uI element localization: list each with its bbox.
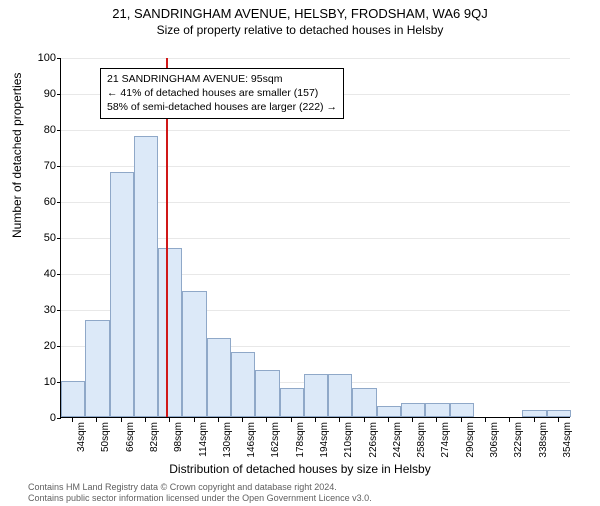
- xtick-label: 194sqm: [319, 422, 330, 458]
- ytick-label: 90: [26, 88, 56, 100]
- xtick-mark: [509, 418, 510, 422]
- annotation-line1: 21 SANDRINGHAM AVENUE: 95sqm: [107, 72, 337, 86]
- xtick-label: 66sqm: [125, 422, 136, 452]
- histogram-bar: [134, 136, 158, 417]
- xtick-mark: [412, 418, 413, 422]
- xtick-mark: [534, 418, 535, 422]
- xtick-mark: [485, 418, 486, 422]
- histogram-bar: [182, 291, 206, 417]
- footnote-line2: Contains public sector information licen…: [28, 493, 372, 504]
- xtick-mark: [315, 418, 316, 422]
- histogram-bar: [110, 172, 134, 417]
- ytick-label: 20: [26, 340, 56, 352]
- xtick-mark: [72, 418, 73, 422]
- xtick-label: 242sqm: [392, 422, 403, 458]
- xtick-mark: [194, 418, 195, 422]
- xtick-mark: [291, 418, 292, 422]
- ytick-mark: [57, 130, 61, 131]
- xtick-label: 226sqm: [368, 422, 379, 458]
- ytick-mark: [57, 346, 61, 347]
- ytick-mark: [57, 94, 61, 95]
- xtick-label: 338sqm: [538, 422, 549, 458]
- xtick-label: 290sqm: [465, 422, 476, 458]
- histogram-bar: [85, 320, 109, 417]
- xtick-mark: [339, 418, 340, 422]
- xtick-mark: [388, 418, 389, 422]
- xtick-mark: [242, 418, 243, 422]
- ytick-mark: [57, 166, 61, 167]
- histogram-bar: [352, 388, 376, 417]
- ytick-mark: [57, 58, 61, 59]
- xtick-label: 354sqm: [562, 422, 573, 458]
- chart-subtitle: Size of property relative to detached ho…: [0, 23, 600, 37]
- xtick-label: 210sqm: [343, 422, 354, 458]
- xtick-mark: [461, 418, 462, 422]
- annotation-line2: ← 41% of detached houses are smaller (15…: [107, 86, 337, 100]
- xtick-mark: [96, 418, 97, 422]
- histogram-bar: [377, 406, 401, 417]
- grid-line: [61, 58, 570, 59]
- xtick-label: 82sqm: [149, 422, 160, 452]
- histogram-bar: [158, 248, 182, 417]
- xtick-label: 178sqm: [295, 422, 306, 458]
- ytick-label: 80: [26, 124, 56, 136]
- ytick-mark: [57, 238, 61, 239]
- xtick-label: 258sqm: [416, 422, 427, 458]
- ytick-mark: [57, 274, 61, 275]
- xtick-mark: [558, 418, 559, 422]
- xtick-label: 34sqm: [76, 422, 87, 452]
- ytick-mark: [57, 418, 61, 419]
- annotation-box: 21 SANDRINGHAM AVENUE: 95sqm ← 41% of de…: [100, 68, 344, 119]
- xtick-label: 306sqm: [489, 422, 500, 458]
- ytick-mark: [57, 202, 61, 203]
- ytick-label: 40: [26, 268, 56, 280]
- ytick-label: 70: [26, 160, 56, 172]
- xtick-label: 146sqm: [246, 422, 257, 458]
- chart-area: 21 SANDRINGHAM AVENUE: 95sqm ← 41% of de…: [60, 58, 570, 418]
- ytick-label: 10: [26, 376, 56, 388]
- x-axis-label: Distribution of detached houses by size …: [0, 462, 600, 476]
- xtick-label: 274sqm: [440, 422, 451, 458]
- y-axis-label: Number of detached properties: [10, 73, 24, 238]
- histogram-bar: [255, 370, 279, 417]
- grid-line: [61, 130, 570, 131]
- xtick-mark: [266, 418, 267, 422]
- histogram-bar: [207, 338, 231, 417]
- xtick-label: 114sqm: [198, 422, 209, 457]
- xtick-mark: [364, 418, 365, 422]
- xtick-label: 130sqm: [222, 422, 233, 458]
- histogram-bar: [522, 410, 546, 417]
- ytick-label: 0: [26, 412, 56, 424]
- histogram-bar: [401, 403, 425, 417]
- ytick-label: 100: [26, 52, 56, 64]
- ytick-label: 30: [26, 304, 56, 316]
- ytick-mark: [57, 310, 61, 311]
- footnote-line1: Contains HM Land Registry data © Crown c…: [28, 482, 372, 493]
- histogram-bar: [304, 374, 328, 417]
- xtick-mark: [145, 418, 146, 422]
- histogram-bar: [547, 410, 571, 417]
- histogram-bar: [280, 388, 304, 417]
- histogram-bar: [450, 403, 474, 417]
- xtick-label: 322sqm: [513, 422, 524, 458]
- xtick-mark: [121, 418, 122, 422]
- histogram-bar: [231, 352, 255, 417]
- xtick-mark: [169, 418, 170, 422]
- footnote: Contains HM Land Registry data © Crown c…: [28, 482, 372, 504]
- xtick-mark: [436, 418, 437, 422]
- histogram-bar: [328, 374, 352, 417]
- xtick-label: 162sqm: [270, 422, 281, 458]
- chart-title: 21, SANDRINGHAM AVENUE, HELSBY, FRODSHAM…: [0, 6, 600, 21]
- xtick-mark: [218, 418, 219, 422]
- ytick-label: 50: [26, 232, 56, 244]
- ytick-label: 60: [26, 196, 56, 208]
- histogram-bar: [61, 381, 85, 417]
- xtick-label: 50sqm: [100, 422, 111, 452]
- annotation-line3: 58% of semi-detached houses are larger (…: [107, 100, 337, 114]
- histogram-bar: [425, 403, 449, 417]
- xtick-label: 98sqm: [173, 422, 184, 452]
